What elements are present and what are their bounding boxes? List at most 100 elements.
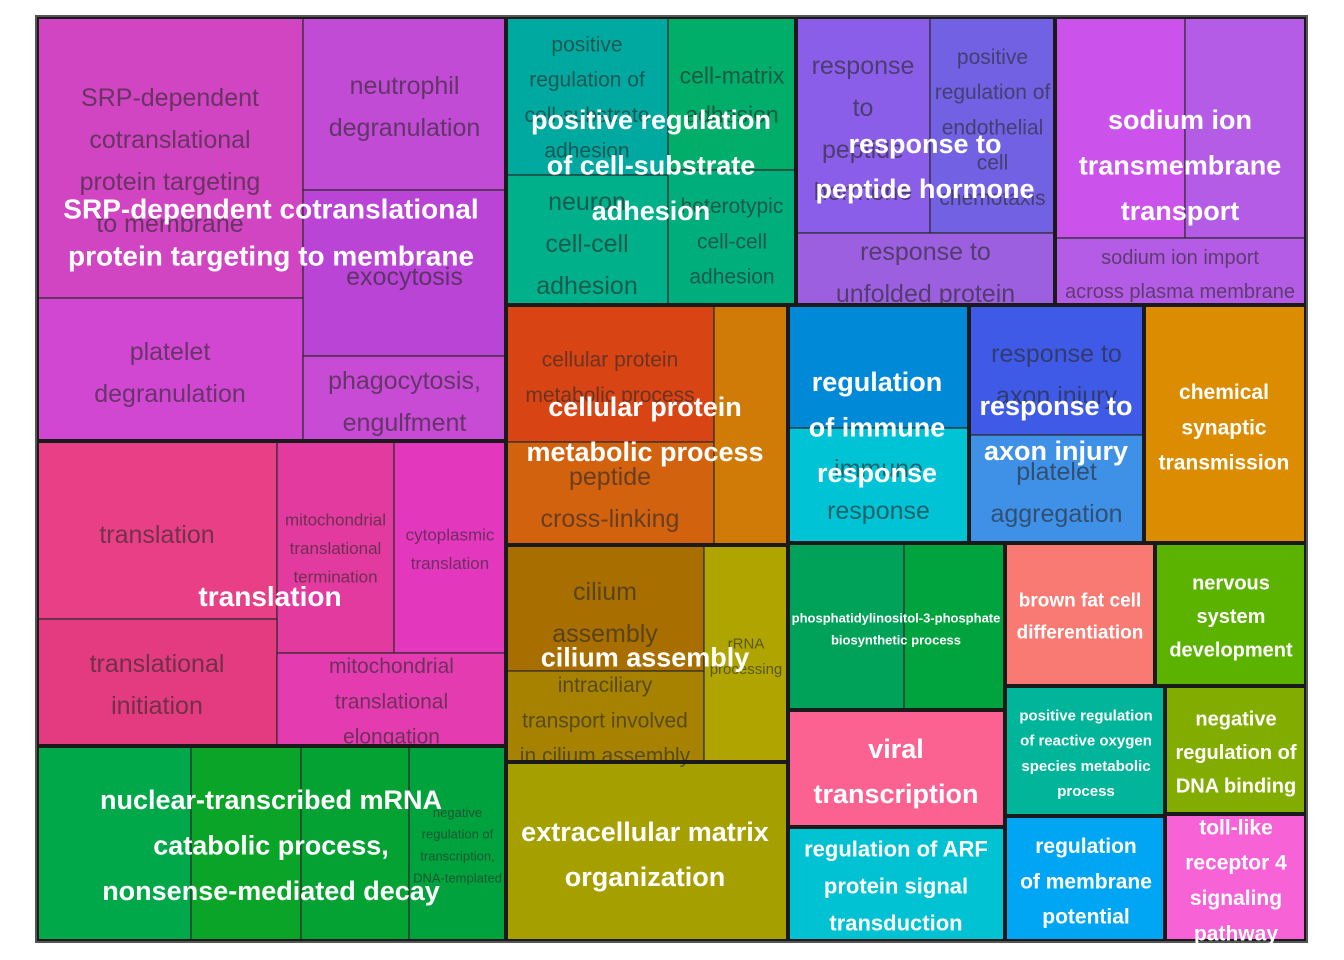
term-tile-translation <box>36 440 278 620</box>
group-label-srp-dependent-cotranslational-protein-ta: SRP-dependent cotranslational protein tar… <box>63 193 478 271</box>
group-nuclear-transcribed-mrna-catabolic-proce <box>36 745 507 942</box>
term-tile-translational-initiation <box>36 618 278 747</box>
group-label-positive-regulation-of-cell-substrate-ad: positive regulation of cell-substrate adhe… <box>531 105 771 226</box>
group-label-nuclear-transcribed-mrna-catabolic-proce: nuclear-transcribed mRNA catabolic proces… <box>100 785 442 906</box>
term-tile-response-to-peptide-hormone <box>795 16 931 234</box>
group-label-regulation-of-immune-response: regulation of immune response <box>809 367 946 488</box>
term-label-peptide-cross-linking: peptide cross-linking <box>541 463 680 533</box>
group-viral-transcription <box>787 709 1006 828</box>
group-brown-fat-cell-differentiation <box>1004 542 1156 687</box>
term-label-positive-regulation-of-cell-substrate-ad: positive regulation of cell-substrate adhes… <box>525 33 650 162</box>
group-extracellular-matrix-organization <box>505 761 789 942</box>
term-label-heterotypic-cell-cell-adhesion: heterotypic cell-cell adhesion <box>681 195 784 289</box>
term-label-neutrophil-degranulation: neutrophil degranulation <box>329 72 481 142</box>
group-regulation-of-arf-protein-signal-transdu <box>787 826 1006 942</box>
term-label-translation: translation <box>99 521 214 549</box>
term-label-phagocytosis-engulfment: phagocytosis, engulfment <box>328 367 481 437</box>
term-tile-viral-transcription <box>787 709 1006 828</box>
group-label-regulation-of-membrane-potential: regulation of membrane potential <box>1020 835 1152 929</box>
group-positive-regulation-of-reactive-oxygen-s <box>1004 685 1166 817</box>
term-tile-neuron-cell-cell-adhesion <box>505 174 669 306</box>
group-label-phosphatidylinositol-3-phosphate-biosynt: phosphatidylinositol-3-phosphate biosynth… <box>792 611 1001 648</box>
group-label-positive-regulation-of-reactive-oxygen-s: positive regulation of reactive oxygen spe… <box>1019 708 1152 801</box>
group-label-nervous-system-development: nervous system development <box>1169 572 1293 661</box>
term-tile-positive-regulation-of-reactive-oxygen-s <box>1004 685 1166 817</box>
term-tile-brown-fat-cell-differentiation <box>1004 542 1156 687</box>
term-tile-toll-like-receptor-4-signaling-pathway <box>1164 813 1307 942</box>
group-nervous-system-development <box>1154 542 1307 687</box>
term-tile-mitochondrial-translational-termination <box>276 440 395 654</box>
term-tile-phagocytosis-engulfment <box>302 355 507 442</box>
term-tile-chemical-synaptic-transmission <box>1143 304 1307 544</box>
term-tile-response-to-unfolded-protein <box>795 232 1056 306</box>
term-tile-positive-regulation-of-cell-substrate-ad <box>505 16 669 176</box>
term-tile-neutrophil-degranulation <box>302 16 507 191</box>
group-toll-like-receptor-4-signaling-pathway <box>1164 813 1307 942</box>
term-label-positive-regulation-of-endothelial-cell-: positive regulation of endothelial cell chem… <box>935 46 1051 210</box>
group-chemical-synaptic-transmission <box>1143 304 1307 544</box>
term-label-sodium-ion-import-across-plasma-membrane: sodium ion import across plasma membrane <box>1065 247 1295 303</box>
group-response-to-peptide-hormone <box>795 16 1056 306</box>
term-label-immune-response: immune response <box>827 455 930 525</box>
group-label-response-to-peptide-hormone: response to peptide hormone <box>815 129 1034 204</box>
group-response-to-axon-injury <box>968 304 1145 544</box>
plot-frame <box>35 15 1308 943</box>
term-tile-negative-regulation-of-dna-binding <box>1164 685 1307 815</box>
group-label-brown-fat-cell-differentiation: brown fat cell differentiation <box>1017 591 1144 644</box>
group-label-regulation-of-arf-protein-signal-transdu: regulation of ARF protein signal transduct… <box>804 837 988 936</box>
term-label-srp-dependent-cotranslational-protein-ta: SRP-dependent cotranslational protein targ… <box>80 84 261 238</box>
term-label-platelet-aggregation: platelet aggregation <box>990 458 1122 528</box>
group-label-cellular-protein-metabolic-process: cellular protein metabolic process <box>526 392 763 467</box>
group-cilium-assembly <box>505 544 789 763</box>
term-label-exocytosis: exocytosis <box>346 263 463 291</box>
group-negative-regulation-of-dna-binding <box>1164 685 1307 815</box>
group-translation <box>36 440 507 747</box>
term-tile-sodium-ion-transmembrane-transport <box>1054 16 1186 239</box>
term-tile-mitochondrial-translational-elongation <box>276 652 507 747</box>
group-phosphatidylinositol-3-phosphate-biosynt <box>787 542 1006 711</box>
term-label-cilium-assembly: cilium assembly <box>552 578 658 648</box>
group-label-cilium-assembly: cilium assembly <box>541 643 750 673</box>
term-tile-cellular-protein-metabolic-process <box>505 304 715 443</box>
term-label-neuron-cell-cell-adhesion: neuron cell-cell adhesion <box>536 188 637 300</box>
term-label-response-to-peptide-hormone: response to peptide hormone <box>812 52 915 206</box>
term-tile-unlabeled-5-2 <box>713 304 789 546</box>
term-tile-nervous-system-development <box>1154 542 1307 687</box>
term-label-cell-matrix-adhesion: cell-matrix adhesion <box>680 63 785 128</box>
group-positive-regulation-of-cell-substrate-ad <box>505 16 797 306</box>
term-label-response-to-axon-injury: response to axon injury <box>991 340 1122 410</box>
term-tile-phosphatidylinositol-3-phosphate-biosynt <box>787 542 905 711</box>
term-tile-negative-regulation-of-transcription-dna <box>408 745 507 942</box>
term-tile-unlabeled-9-1 <box>190 745 302 942</box>
term-label-mitochondrial-translational-elongation: mitochondrial translational elongation <box>329 655 454 749</box>
term-label-translational-initiation: translational initiation <box>90 650 225 720</box>
term-tile-platelet-degranulation <box>36 297 304 442</box>
term-tile-srp-dependent-cotranslational-protein-ta <box>36 16 304 299</box>
term-tile-extracellular-matrix-organization <box>505 761 789 942</box>
group-label-negative-regulation-of-dna-binding: negative regulation of DNA binding <box>1175 708 1296 797</box>
term-tile-cytoplasmic-translation <box>393 440 507 654</box>
group-label-toll-like-receptor-4-signaling-pathway: toll-like receptor 4 signaling pathway <box>1185 816 1287 945</box>
group-srp-dependent-cotranslational-protein-ta <box>36 16 507 442</box>
group-label-response-to-axon-injury: response to axon injury <box>979 391 1132 466</box>
term-label-cytoplasmic-translation: cytoplasmic translation <box>406 526 495 574</box>
term-tile-exocytosis <box>302 189 507 357</box>
group-label-chemical-synaptic-transmission: chemical synaptic transmission <box>1159 381 1290 475</box>
term-label-rrna-processing: rRNA processing <box>710 636 783 678</box>
term-label-mitochondrial-translational-termination: mitochondrial translational termination <box>285 510 386 586</box>
term-label-negative-regulation-of-transcription-dna: negative regulation of transcription, DNA-t… <box>413 805 502 886</box>
term-tile-regulation-of-immune-response <box>787 304 970 429</box>
group-label-sodium-ion-transmembrane-transport: sodium ion transmembrane transport <box>1079 105 1282 226</box>
term-tile-unlabeled-12-1 <box>903 542 1006 711</box>
term-tile-peptide-cross-linking <box>505 441 715 546</box>
term-tile-cell-matrix-adhesion <box>667 16 797 171</box>
group-label-viral-transcription: viral transcription <box>813 734 978 809</box>
term-tile-regulation-of-arf-protein-signal-transdu <box>787 826 1006 942</box>
group-label-extracellular-matrix-organization: extracellular matrix organization <box>521 817 769 892</box>
term-tile-response-to-axon-injury <box>968 304 1145 436</box>
group-label-translation: translation <box>198 581 341 612</box>
term-tile-nuclear-transcribed-mrna-catabolic-proce <box>36 745 192 942</box>
term-label-platelet-degranulation: platelet degranulation <box>94 338 246 408</box>
term-label-cellular-protein-metabolic-process: cellular protein metabolic process <box>525 349 694 407</box>
